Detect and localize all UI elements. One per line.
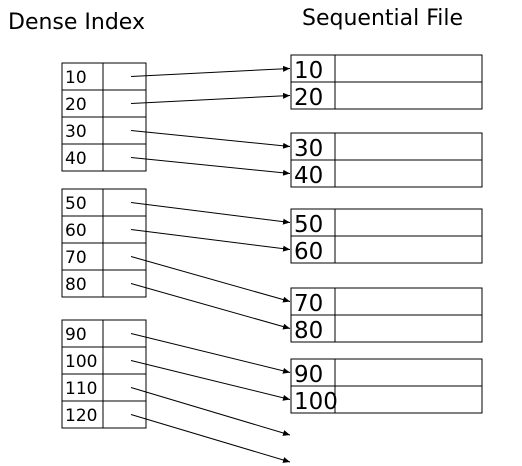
index-key: 100 <box>65 352 97 372</box>
index-block-3: 90 100 110 120 <box>61 319 147 429</box>
index-key: 70 <box>65 248 87 268</box>
index-pointer-arrow <box>130 130 291 149</box>
index-pointer-arrow <box>130 414 291 463</box>
index-key: 60 <box>65 221 87 241</box>
file-record-key: 90 <box>294 362 323 388</box>
index-block-2: 50 60 70 80 <box>61 188 147 298</box>
index-pointer-arrow <box>130 92 291 104</box>
index-pointer-arrow <box>130 387 291 436</box>
index-key: 110 <box>65 379 97 399</box>
index-pointer-arrow <box>130 157 291 176</box>
file-record-key: 100 <box>294 389 338 415</box>
file-title: Sequential File <box>302 6 464 31</box>
file-record-key: 40 <box>294 163 323 189</box>
file-record-key: 50 <box>294 212 323 238</box>
index-key: 50 <box>65 194 87 214</box>
index-key: 120 <box>65 406 97 426</box>
file-record-key: 20 <box>294 85 323 111</box>
index-key: 10 <box>65 68 87 88</box>
index-key: 40 <box>65 149 87 169</box>
file-record-key: 30 <box>294 136 323 162</box>
index-pointer-arrow <box>130 333 291 374</box>
index-pointer-arrow <box>130 202 291 225</box>
index-pointer-arrow <box>130 229 291 252</box>
index-pointer-arrow <box>130 283 291 330</box>
file-record-key: 80 <box>294 318 323 344</box>
file-record-key: 60 <box>294 239 323 265</box>
index-pointer-arrow <box>130 360 291 401</box>
index-block-1: 10 20 30 40 <box>61 62 147 172</box>
file-record-key: 70 <box>294 291 323 317</box>
index-key: 30 <box>65 122 87 142</box>
index-title: Dense Index <box>8 10 145 35</box>
index-pointer-arrow <box>130 65 291 77</box>
file-record-key: 10 <box>294 58 323 84</box>
index-pointer-arrow <box>130 256 291 303</box>
index-key: 20 <box>65 95 87 115</box>
index-key: 80 <box>65 275 87 295</box>
index-key: 90 <box>65 325 87 345</box>
